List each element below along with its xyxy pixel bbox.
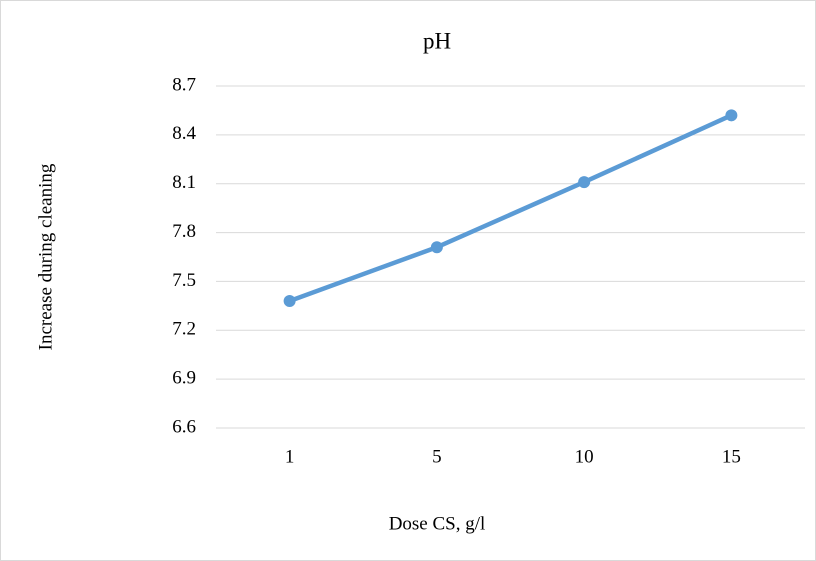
y-tick-label: 6.6 [172, 416, 196, 437]
data-point [725, 109, 738, 122]
y-tick-label: 7.2 [172, 319, 196, 340]
y-tick-label: 8.1 [172, 172, 196, 193]
x-tick-label: 10 [575, 446, 594, 467]
data-point [430, 241, 443, 254]
x-tick-label: 1 [285, 446, 295, 467]
y-tick-label: 6.9 [172, 368, 196, 389]
y-axis-label: Increase during cleaning [35, 163, 56, 350]
y-tick-label: 7.5 [172, 270, 196, 291]
x-tick-label: 5 [432, 446, 442, 467]
x-tick-label: 15 [722, 446, 741, 467]
data-line [287, 113, 734, 304]
y-tick-label: 8.7 [172, 74, 196, 95]
y-tick-label: 8.4 [172, 123, 196, 144]
data-point [578, 176, 591, 189]
x-axis-label: Dose CS, g/l [389, 513, 486, 534]
data-point [283, 294, 296, 307]
chart-title: pH [423, 28, 451, 53]
y-tick-label: 7.8 [172, 221, 196, 242]
